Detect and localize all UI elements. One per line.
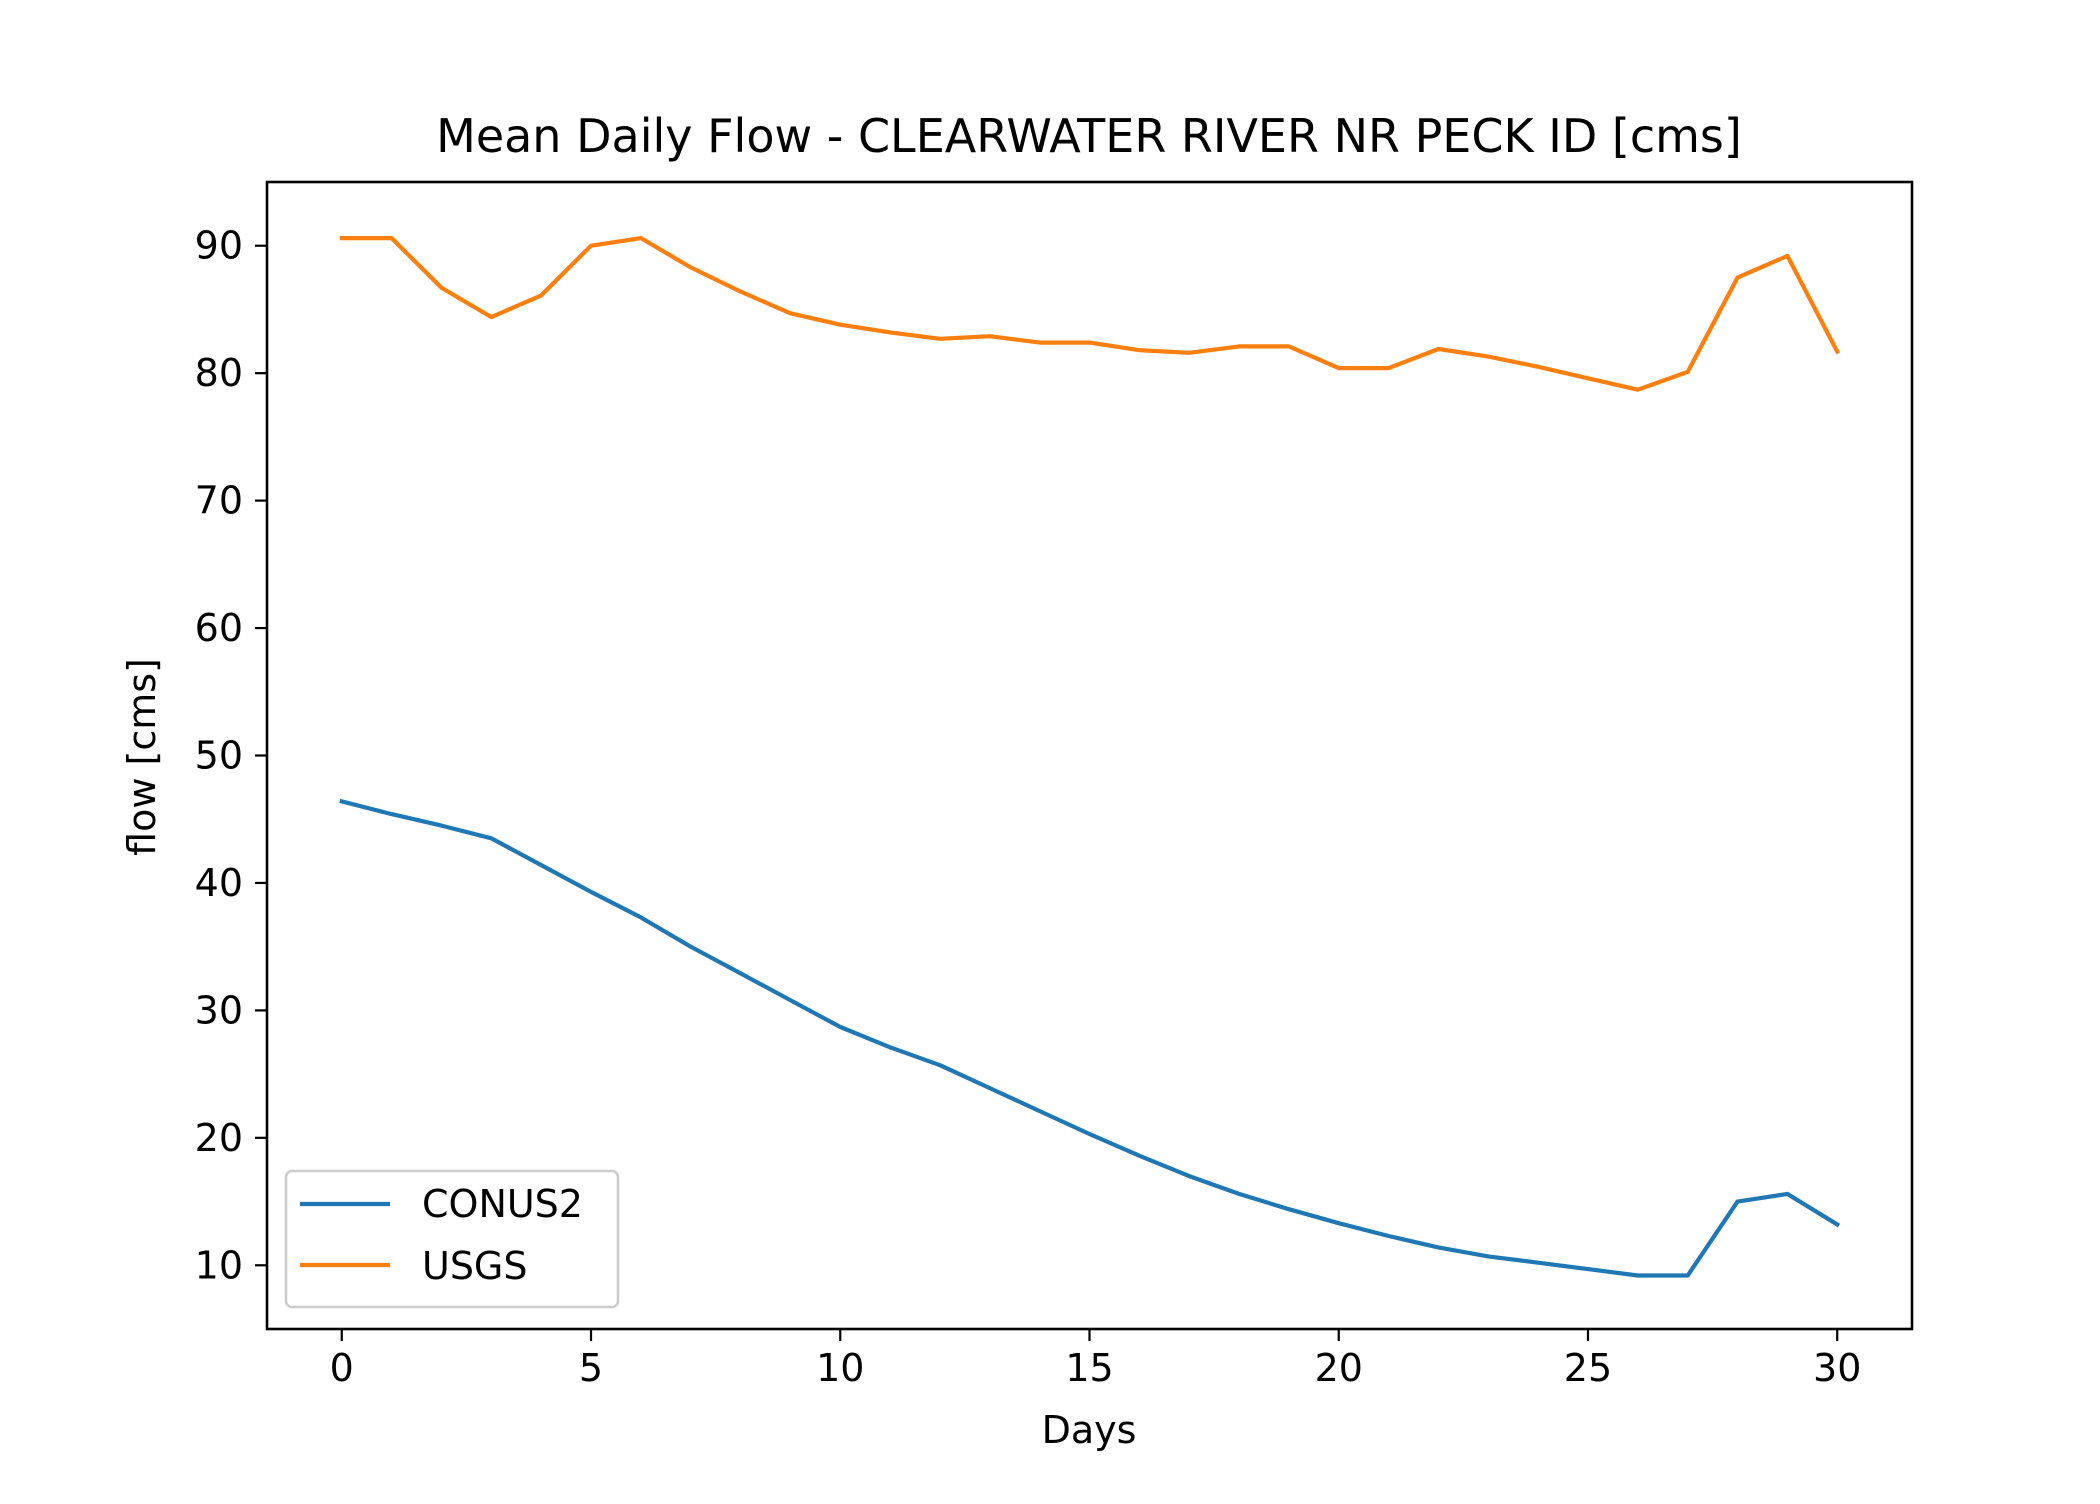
y-tick-label: 60 xyxy=(195,606,243,650)
y-tick-label: 40 xyxy=(195,861,243,905)
x-tick-label: 15 xyxy=(1065,1346,1113,1390)
series-line-usgs xyxy=(339,236,1841,392)
legend-label-conus2: CONUS2 xyxy=(422,1182,583,1226)
x-axis-label: Days xyxy=(1042,1408,1137,1452)
x-tick-label: 30 xyxy=(1813,1346,1861,1390)
series-line-conus2 xyxy=(339,798,1841,1278)
y-tick-label: 90 xyxy=(195,224,243,268)
x-tick-label: 0 xyxy=(330,1346,354,1390)
y-tick-label: 20 xyxy=(195,1116,243,1160)
y-tick-label: 80 xyxy=(195,351,243,395)
x-tick-label: 20 xyxy=(1315,1346,1363,1390)
y-tick-label: 70 xyxy=(195,479,243,523)
x-tick-label: 5 xyxy=(579,1346,603,1390)
chart-title: Mean Daily Flow - CLEARWATER RIVER NR PE… xyxy=(436,109,1742,163)
legend: CONUS2 USGS xyxy=(284,1169,620,1309)
legend-label-usgs: USGS xyxy=(422,1244,528,1288)
x-tick-label: 10 xyxy=(816,1346,864,1390)
y-tick-label: 10 xyxy=(195,1243,243,1287)
y-axis-label: flow [cms] xyxy=(120,658,164,856)
plot-area-frame xyxy=(265,180,1914,1331)
x-tick-label: 25 xyxy=(1564,1346,1612,1390)
y-tick-label: 30 xyxy=(195,988,243,1032)
y-tick-label: 50 xyxy=(195,734,243,778)
series-lines xyxy=(339,236,1841,1278)
axis-ticks: 0 5 10 15 20 25 30 10 20 30 40 50 60 70 80 90 xyxy=(195,224,1862,1390)
